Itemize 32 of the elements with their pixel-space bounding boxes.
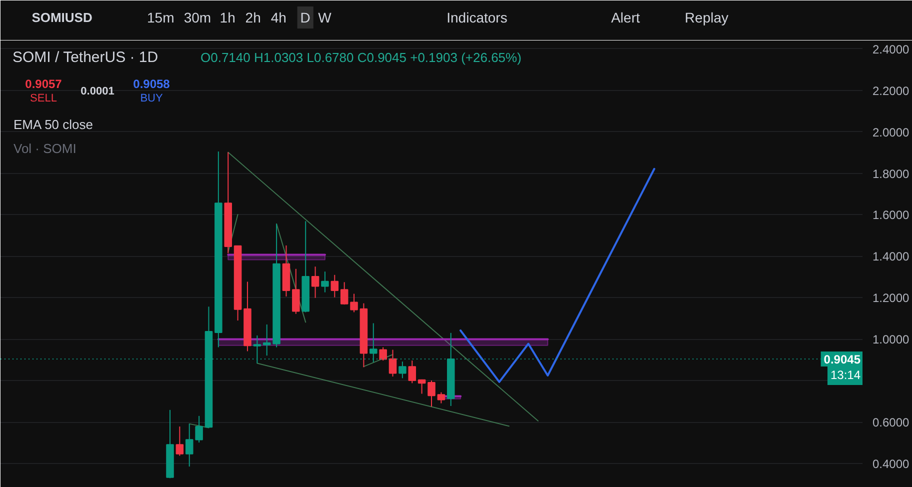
y-tick-label: 0.6000 bbox=[872, 416, 910, 430]
y-tick-label: 2.0000 bbox=[872, 125, 910, 140]
text: W bbox=[318, 10, 332, 26]
annotation: EMA 50 close bbox=[14, 117, 93, 132]
text: 4h bbox=[270, 10, 286, 26]
y-tick-label: 1.2000 bbox=[872, 291, 910, 306]
annotation: O0.7140 H1.0303 L0.6780 C0.9045 +0.1903 (+26.65%) bbox=[200, 50, 522, 65]
annotation: SELL bbox=[30, 92, 57, 104]
y-tick-label: 0.4000 bbox=[872, 457, 910, 472]
y-tick-label: 1.8000 bbox=[872, 166, 910, 181]
annotation: 0.9057 bbox=[25, 77, 62, 91]
y-tick-label: 2.4000 bbox=[872, 42, 910, 56]
annotation: 13:14 bbox=[830, 368, 861, 382]
text: 15m bbox=[147, 10, 174, 26]
annotation: 0.0001 bbox=[80, 86, 114, 98]
text: 30m bbox=[184, 10, 212, 26]
text: 2h bbox=[245, 10, 261, 26]
text: SOMI / TetherUS · 1D bbox=[12, 49, 158, 66]
annotation: Vol · SOMI bbox=[14, 141, 76, 156]
y-tick-label: 1.6000 bbox=[872, 208, 910, 222]
text: Indicators bbox=[446, 10, 508, 26]
text: D bbox=[300, 10, 310, 26]
text: SOMIUSD bbox=[32, 10, 92, 25]
y-tick-label: 1.0000 bbox=[872, 332, 910, 347]
text: Replay bbox=[684, 10, 728, 26]
y-tick-label: 2.2000 bbox=[872, 84, 910, 98]
text: Alert bbox=[611, 10, 640, 26]
ref-line-label: 0.9045 bbox=[824, 352, 861, 366]
annotation: 0.9058 bbox=[133, 77, 170, 91]
text: 1h bbox=[220, 10, 236, 26]
y-tick-label: 1.4000 bbox=[872, 250, 910, 264]
annotation: BUY bbox=[140, 92, 164, 104]
